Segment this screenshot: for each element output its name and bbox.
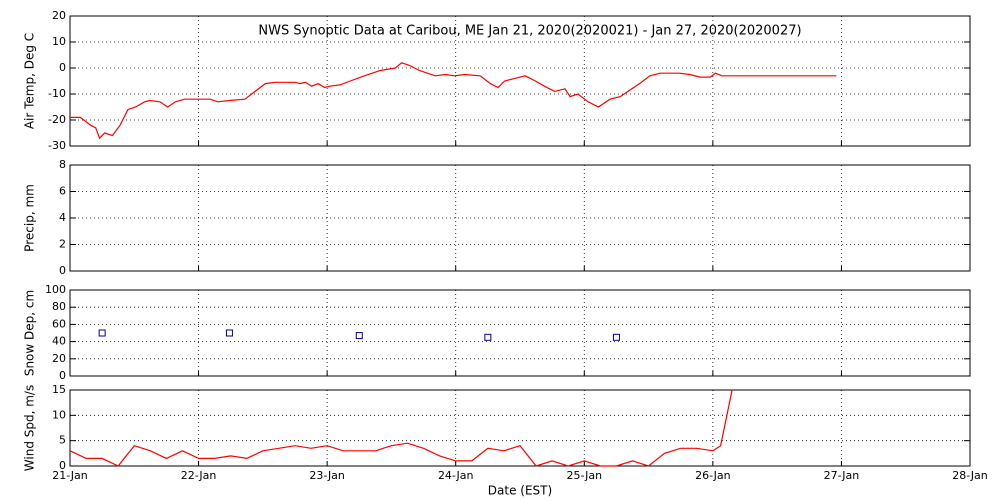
panel-frame: [69, 15, 971, 147]
y-axis-label: Wind Spd, m/s: [23, 385, 37, 471]
y-tick-label: 8: [59, 158, 66, 171]
data-point: [612, 333, 620, 341]
y-tick-label: 20: [52, 352, 66, 365]
y-tick-label: 80: [52, 300, 66, 313]
data-line: [69, 389, 733, 467]
y-tick-label: 6: [59, 185, 66, 198]
panel-frame: [69, 289, 971, 377]
data-point: [484, 333, 492, 341]
y-tick-label: -10: [48, 87, 66, 100]
y-tick-label: -30: [48, 139, 66, 152]
y-tick-label: 0: [59, 264, 66, 277]
y-tick-label: 100: [45, 283, 66, 296]
data-point: [225, 329, 233, 337]
y-tick-label: 10: [52, 408, 66, 421]
y-tick-label: 4: [59, 211, 66, 224]
x-tick-label: 24-Jan: [438, 469, 474, 482]
y-axis-label: Snow Dep, cm: [23, 290, 37, 376]
y-tick-label: 5: [59, 434, 66, 447]
y-tick-label: 0: [59, 369, 66, 382]
data-line: [70, 62, 837, 140]
y-tick-label: 10: [52, 35, 66, 48]
chart-title: NWS Synoptic Data at Caribou, ME Jan 21,…: [258, 24, 801, 39]
y-tick-label: 2: [59, 238, 66, 251]
y-tick-label: -20: [48, 113, 66, 126]
y-tick-label: 15: [52, 383, 66, 396]
y-axis-label: Precip, mm: [23, 184, 37, 252]
y-tick-label: 0: [59, 61, 66, 74]
data-point: [98, 329, 106, 337]
x-tick-label: 27-Jan: [824, 469, 860, 482]
y-tick-label: 20: [52, 9, 66, 22]
x-tick-label: 22-Jan: [181, 469, 217, 482]
panel-frame: [69, 389, 971, 467]
x-tick-label: 21-Jan: [52, 469, 88, 482]
data-point: [355, 332, 363, 340]
x-axis-label: Date (EST): [488, 484, 552, 498]
y-axis-label: Air Temp, Deg C: [23, 33, 37, 129]
x-tick-label: 26-Jan: [695, 469, 731, 482]
x-tick-label: 23-Jan: [309, 469, 345, 482]
y-tick-label: 40: [52, 335, 66, 348]
y-tick-label: 0: [59, 459, 66, 472]
y-tick-label: 60: [52, 317, 66, 330]
x-tick-label: 28-Jan: [952, 469, 988, 482]
x-tick-label: 25-Jan: [567, 469, 603, 482]
